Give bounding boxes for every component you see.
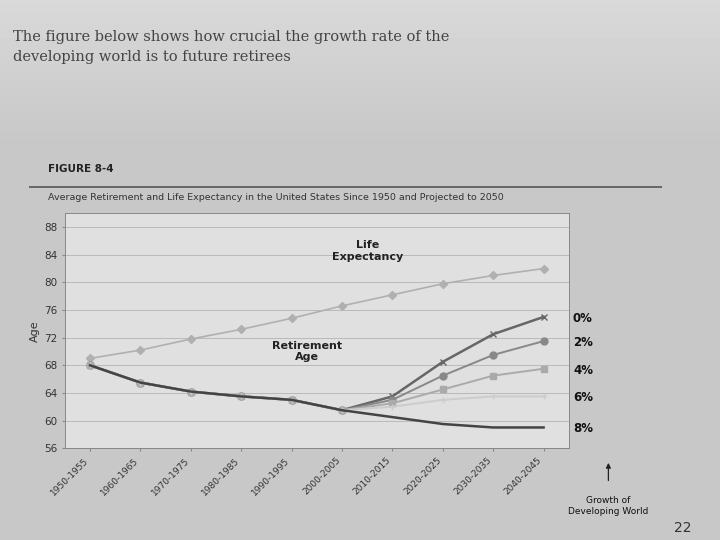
Text: 22: 22 [674, 521, 691, 535]
Text: Average Retirement and Life Expectancy in the United States Since 1950 and Proje: Average Retirement and Life Expectancy i… [48, 193, 503, 202]
Text: Retirement
Age: Retirement Age [271, 341, 342, 362]
Text: Life
Expectancy: Life Expectancy [332, 240, 402, 262]
Y-axis label: Age: Age [30, 320, 40, 342]
Text: The figure below shows how crucial the growth rate of the
developing world is to: The figure below shows how crucial the g… [13, 30, 449, 64]
Text: FIGURE 8-4: FIGURE 8-4 [48, 164, 114, 174]
Text: Growth of
Developing World: Growth of Developing World [568, 496, 649, 516]
